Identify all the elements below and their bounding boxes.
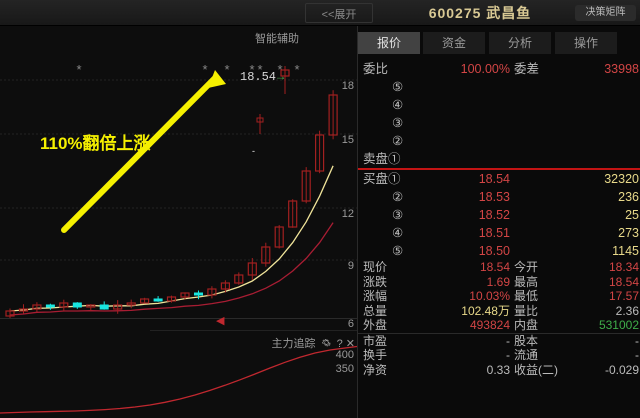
svg-text:*: *: [202, 62, 207, 77]
svg-text:*: *: [224, 62, 229, 77]
svg-text:-: -: [252, 146, 255, 156]
svg-text:*: *: [76, 62, 81, 77]
svg-text:*: *: [294, 62, 299, 77]
